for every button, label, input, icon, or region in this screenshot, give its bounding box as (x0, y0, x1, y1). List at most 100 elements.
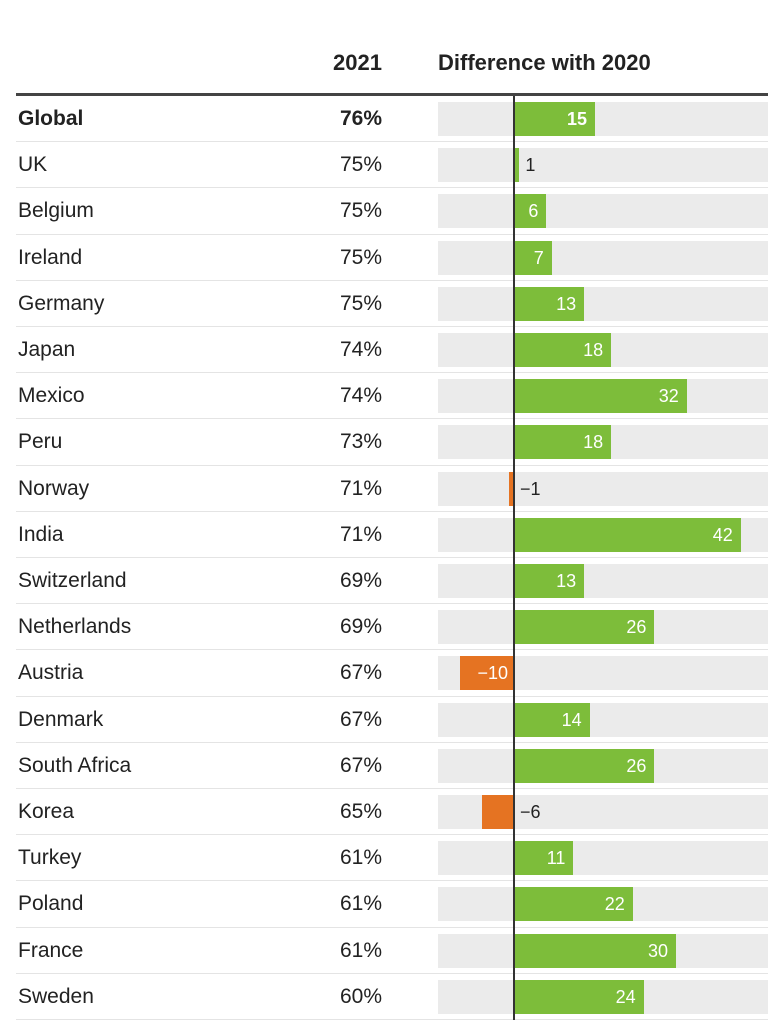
table-row: Norway 71% −1 (0, 466, 768, 512)
difference-bar-positive (514, 841, 574, 876)
table-row: France 61% 30 (0, 928, 768, 974)
table-row: Turkey 61% 11 (0, 835, 768, 882)
table-row: Ireland 75% 7 (0, 235, 768, 281)
country-label: Netherlands (18, 615, 132, 639)
value-2021: 65% (339, 800, 382, 823)
table-header: 2021 Difference with 2020 (0, 0, 768, 96)
difference-bar-positive (514, 333, 612, 367)
value-2021: 73% (339, 430, 382, 454)
country-label: Ireland (18, 245, 83, 269)
row-divider (16, 233, 768, 235)
value-2021: 69% (339, 615, 382, 639)
row-divider (16, 510, 768, 512)
difference-label: −10 (477, 663, 508, 684)
difference-label: 7 (533, 247, 544, 268)
column-header-2021: 2021 (333, 50, 382, 75)
bar-track (438, 148, 768, 183)
row-divider (16, 464, 768, 466)
difference-label: 26 (626, 617, 647, 638)
table-row: Global 76% 15 (0, 96, 768, 143)
bar-track (438, 564, 768, 598)
country-label: Belgium (18, 199, 94, 223)
row-divider (16, 649, 768, 651)
value-2021: 74% (339, 384, 382, 408)
table-row: Poland 61% 22 (0, 881, 768, 928)
table-row: Austria 67% −10 (0, 650, 768, 697)
difference-bar-positive (514, 379, 687, 414)
bar-track (438, 471, 768, 506)
table-row: Switzerland 69% 13 (0, 558, 768, 605)
row-divider (16, 418, 768, 420)
country-label: India (18, 522, 64, 546)
table-row: Korea 65% −6 (0, 789, 768, 836)
difference-label: 18 (583, 432, 604, 453)
difference-bar-positive (514, 194, 547, 229)
row-divider (16, 787, 768, 789)
table-row: Japan 74% 18 (0, 327, 768, 374)
row-divider (16, 972, 768, 974)
header-rule (16, 93, 768, 96)
bar-track (438, 102, 768, 136)
country-label: Poland (18, 892, 84, 916)
difference-label: 15 (566, 109, 587, 129)
value-2021: 67% (339, 707, 382, 731)
bar-track (438, 240, 768, 275)
value-2021: 75% (339, 291, 382, 315)
difference-label: −1 (520, 478, 541, 499)
country-label: Austria (18, 661, 84, 685)
table-row: Netherlands 69% 26 (0, 604, 768, 651)
row-divider (16, 556, 768, 558)
table-row: UK 75% 1 (0, 142, 768, 189)
row-divider (16, 372, 768, 374)
row-divider (16, 834, 768, 836)
table-row: Peru 73% 18 (0, 419, 768, 466)
row-divider (16, 141, 768, 143)
value-2021: 75% (339, 245, 382, 269)
value-2021: 61% (339, 938, 382, 962)
difference-label: 22 (604, 894, 625, 915)
country-label: Germany (18, 291, 105, 315)
difference-bar-positive (514, 887, 633, 922)
row-divider (16, 1018, 768, 1020)
row-divider (16, 325, 768, 327)
column-header-difference: Difference with 2020 (438, 50, 651, 75)
difference-label: 11 (546, 848, 566, 869)
difference-bar-negative (508, 471, 514, 506)
country-label: Turkey (18, 846, 82, 870)
table-row: Belgium 75% 6 (0, 188, 768, 235)
value-2021: 76% (339, 107, 382, 130)
difference-bar-positive (514, 933, 676, 968)
country-label: Peru (18, 430, 63, 454)
row-divider (16, 926, 768, 928)
row-divider (16, 880, 768, 882)
table-row: Denmark 67% 14 (0, 697, 768, 743)
value-2021: 67% (339, 661, 382, 685)
country-label: Japan (18, 338, 76, 361)
difference-label: 30 (647, 940, 668, 961)
difference-bar-negative (460, 656, 514, 691)
difference-bar-positive (514, 240, 552, 275)
table-row: South Africa 67% 26 (0, 743, 768, 789)
difference-bar-negative (481, 795, 514, 829)
difference-label: 6 (528, 201, 539, 222)
difference-label: 42 (712, 524, 733, 545)
bar-track (438, 702, 768, 737)
country-label: Switzerland (18, 569, 127, 592)
difference-label: 13 (556, 293, 577, 314)
table-row: Sweden 60% 24 (0, 974, 768, 1020)
row-divider (16, 279, 768, 281)
row-divider (16, 603, 768, 605)
value-2021: 71% (339, 522, 382, 546)
row-divider (16, 187, 768, 189)
bar-track (438, 194, 768, 229)
value-2021: 75% (339, 153, 382, 177)
value-2021: 75% (339, 199, 382, 223)
difference-label: −6 (520, 802, 541, 822)
zero-axis-line (513, 96, 515, 1020)
difference-bar-positive (514, 286, 585, 321)
difference-bar-positive (514, 425, 612, 460)
difference-label: 26 (626, 755, 647, 776)
row-divider (16, 741, 768, 743)
country-label: Mexico (18, 384, 85, 408)
difference-bar-positive (514, 610, 655, 645)
